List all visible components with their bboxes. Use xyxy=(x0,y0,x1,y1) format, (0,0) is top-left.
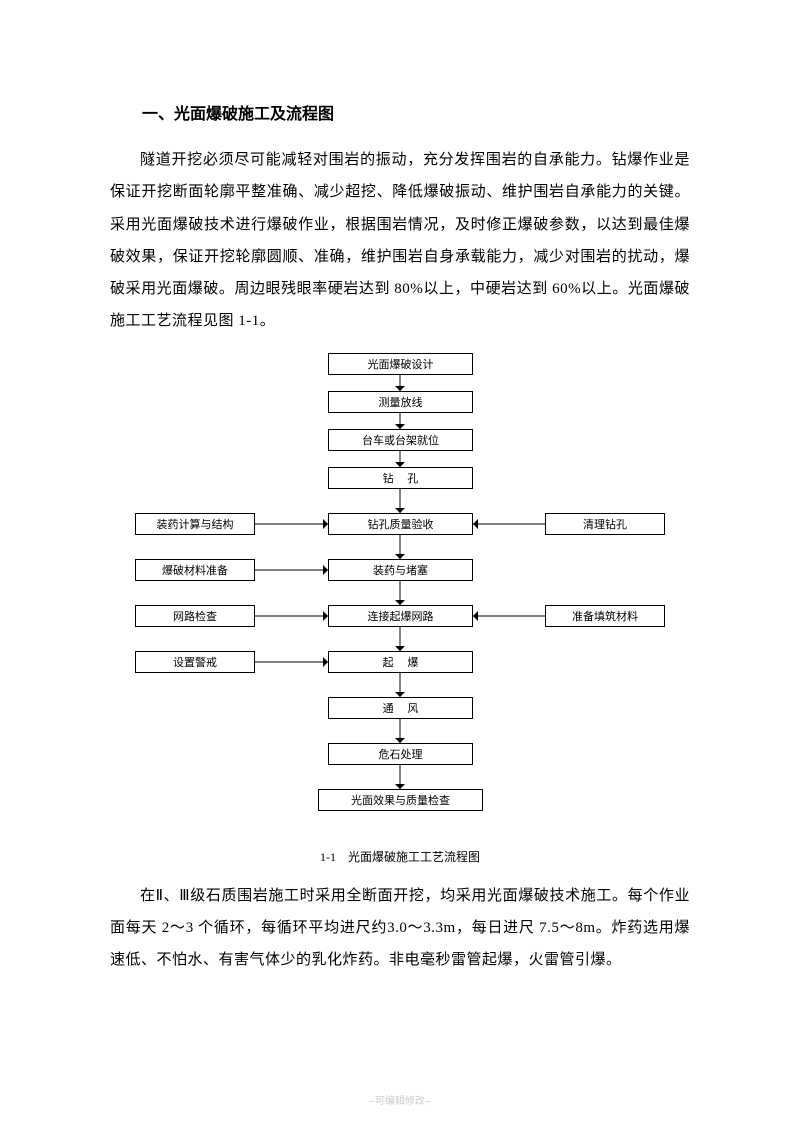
flow-node-n1: 光面爆破设计 xyxy=(328,353,473,375)
flow-node-n11: 光面效果与质量检查 xyxy=(318,789,483,811)
flowchart-caption: 1-1 光面爆破施工工艺流程图 xyxy=(110,848,690,865)
section-heading: 一、光面爆破施工及流程图 xyxy=(110,100,690,124)
page-footer: --可编辑修改-- xyxy=(0,1092,800,1107)
flow-node-n5: 钻孔质量验收 xyxy=(328,513,473,535)
flow-node-r2: 准备填筑材料 xyxy=(545,605,665,627)
flow-node-n3: 台车或台架就位 xyxy=(328,429,473,451)
flow-node-l3: 网路检查 xyxy=(135,605,255,627)
flow-node-r1: 清理钻孔 xyxy=(545,513,665,535)
flow-node-n4: 钻 孔 xyxy=(328,467,473,489)
paragraph-1: 隧道开挖必须尽可能减轻对围岩的振动，充分发挥围岩的自承能力。钻爆作业是保证开挖断… xyxy=(110,144,690,338)
flow-node-n6: 装药与堵塞 xyxy=(328,559,473,581)
flow-node-n7: 连接起爆网路 xyxy=(328,605,473,627)
flow-node-l2: 爆破材料准备 xyxy=(135,559,255,581)
flow-node-n9: 通 风 xyxy=(328,697,473,719)
flowchart-connectors xyxy=(120,353,680,838)
flow-node-n2: 测量放线 xyxy=(328,391,473,413)
flow-node-n10: 危石处理 xyxy=(328,743,473,765)
flowchart: 光面爆破设计测量放线台车或台架就位钻 孔钻孔质量验收装药与堵塞连接起爆网路起 爆… xyxy=(120,353,680,838)
flow-node-n8: 起 爆 xyxy=(328,651,473,673)
paragraph-2: 在Ⅱ、Ⅲ级石质围岩施工时采用全断面开挖，均采用光面爆破技术施工。每个作业面每天 … xyxy=(110,880,690,977)
flow-node-l4: 设置警戒 xyxy=(135,651,255,673)
flow-node-l1: 装药计算与结构 xyxy=(135,513,255,535)
